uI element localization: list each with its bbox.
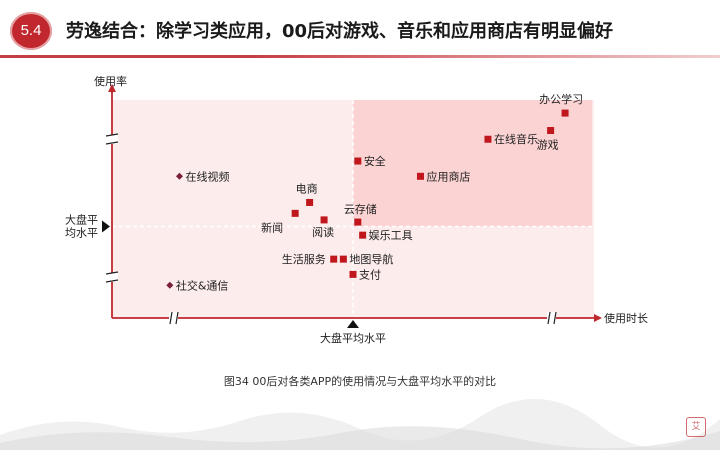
point-label: 云存储 xyxy=(344,202,377,216)
point-marker-diamond xyxy=(166,281,174,289)
data-point: 游戏 xyxy=(537,127,559,152)
point-label: 社交&通信 xyxy=(176,278,229,292)
point-label: 电商 xyxy=(296,181,318,195)
x-axis-break-2 xyxy=(547,311,557,325)
y-break-mark xyxy=(105,279,119,283)
point-label: 生活服务 xyxy=(282,252,326,266)
y-reference-label: 均水平 xyxy=(65,226,98,239)
y-axis-label: 使用率 xyxy=(94,74,127,88)
data-point: 阅读 xyxy=(312,216,334,239)
page-title: 劳逸结合：除学习类应用，00后对游戏、音乐和应用商店有明显偏好 xyxy=(66,21,614,42)
point-label: 支付 xyxy=(359,268,381,281)
x-break-mark xyxy=(547,311,551,325)
data-point: 应用商店 xyxy=(416,169,470,183)
y-break-gap xyxy=(106,273,118,282)
y-break-mark xyxy=(105,133,119,137)
data-point: 新闻 xyxy=(261,209,299,234)
point-label: 游戏 xyxy=(537,139,559,152)
point-label: 安全 xyxy=(364,154,386,168)
point-marker-square xyxy=(306,198,314,206)
data-point: 支付 xyxy=(349,268,381,281)
point-label: 新闻 xyxy=(261,220,283,234)
x-break-mark xyxy=(169,311,173,325)
y-reference-marker xyxy=(102,220,110,233)
x-axis-label: 使用时长 xyxy=(604,312,648,325)
x-reference-marker xyxy=(347,320,359,328)
point-marker-square xyxy=(291,209,299,217)
y-axis-arrow xyxy=(108,84,116,92)
data-point: 在线视频 xyxy=(175,169,229,183)
point-label: 阅读 xyxy=(312,225,334,239)
y-reference-label: 大盘平 xyxy=(65,212,98,226)
x-axis-arrow xyxy=(594,314,602,322)
data-point: 社交&通信 xyxy=(166,278,228,292)
point-marker-square xyxy=(354,218,362,226)
point-marker-square xyxy=(339,255,347,263)
data-point: 办公学习 xyxy=(539,92,583,117)
data-point: 娱乐工具 xyxy=(359,228,413,242)
point-marker-square xyxy=(354,157,362,165)
scatter-chart: 使用率使用时长大盘平均水平大盘平均水平办公学习游戏在线音乐安全应用商店在线视频电… xyxy=(65,74,648,345)
data-point: 地图导航 xyxy=(339,252,393,266)
x-reference-label: 大盘平均水平 xyxy=(320,331,386,345)
mountain-decoration xyxy=(0,398,720,450)
y-break-gap xyxy=(106,135,118,144)
point-label: 在线视频 xyxy=(185,169,229,183)
quadrant-high-high xyxy=(353,100,592,227)
point-label: 地图导航 xyxy=(349,252,393,266)
section-badge: 5.4 xyxy=(10,12,52,50)
x-break-gap xyxy=(169,312,178,324)
point-marker-square xyxy=(359,231,367,239)
point-marker-square xyxy=(320,216,328,224)
x-break-mark xyxy=(553,311,557,325)
seal-stamp: 艾 xyxy=(686,417,706,437)
point-marker-square xyxy=(330,255,338,263)
point-marker-square xyxy=(561,109,569,117)
point-label: 应用商店 xyxy=(426,169,470,183)
data-point: 生活服务 xyxy=(282,252,338,266)
x-break-mark xyxy=(175,311,179,325)
point-label: 在线音乐 xyxy=(494,132,538,146)
data-point: 安全 xyxy=(354,154,386,168)
point-marker-square xyxy=(349,270,357,278)
point-marker-square xyxy=(416,172,424,180)
x-break-gap xyxy=(547,312,556,324)
point-marker-square xyxy=(484,135,492,143)
figure-caption: 图34 00后对各类APP的使用情况与大盘平均水平的对比 xyxy=(223,375,497,388)
point-marker-square xyxy=(547,127,555,135)
point-label: 办公学习 xyxy=(539,92,583,106)
title-underline xyxy=(0,55,720,58)
y-axis-break-1 xyxy=(105,133,119,145)
point-label: 娱乐工具 xyxy=(369,228,413,242)
data-point: 在线音乐 xyxy=(484,132,538,146)
data-point: 电商 xyxy=(296,181,318,206)
y-break-mark xyxy=(105,271,119,275)
point-marker-diamond xyxy=(175,172,183,180)
y-axis-break-2 xyxy=(105,271,119,283)
y-break-mark xyxy=(105,141,119,145)
data-point: 云存储 xyxy=(344,202,377,226)
x-axis-break-1 xyxy=(169,311,179,325)
